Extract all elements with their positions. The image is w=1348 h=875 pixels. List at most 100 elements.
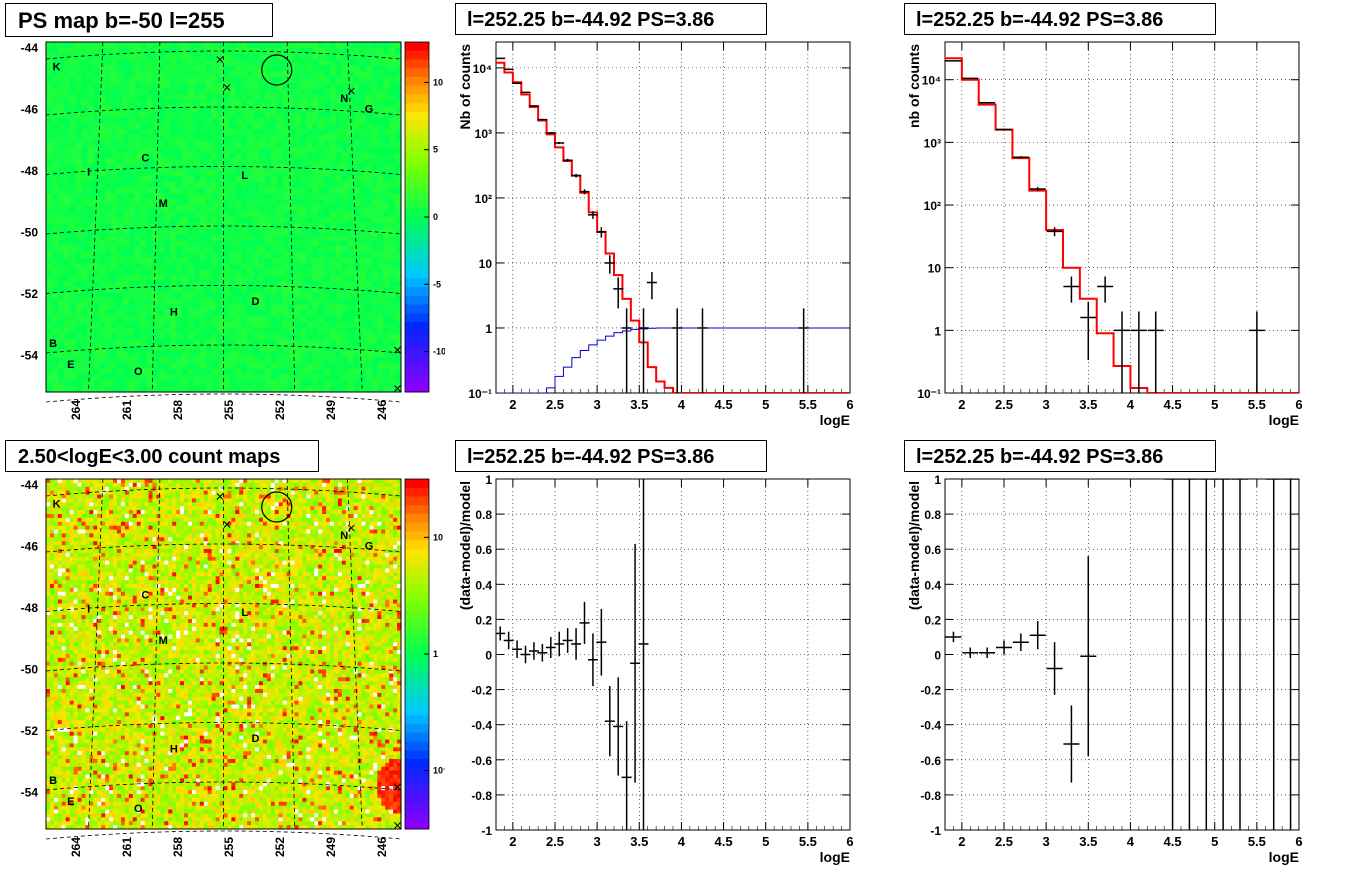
y-tick-label: 0 [934,649,941,663]
y-tick-label: 0.6 [924,543,941,557]
y-tick-label: 10⁴ [473,62,492,76]
residual-plot-left: 2 2.5 3 3.5 4 4.5 5 5.5 6 1 0.8 0.6 0.4 0.2 0 -0.2 -0.4 -… [457,473,854,865]
map-source-label-D: D [251,296,259,308]
residual-plot-right: 2 2.5 3 3.5 4 4.5 5 5.5 6 1 0.8 0.6 0.4 0.2 0 -0.2 -0.4 -… [906,473,1303,865]
map-y-tick-label: -44 [21,41,39,55]
y-tick-label: -0.6 [471,754,492,768]
y-tick-label: 10⁴ [922,74,941,88]
colorbar-tick-label: -5 [433,279,441,289]
colorbar-tick-label: -10 [433,347,445,357]
y-tick-label: 10³ [475,127,492,141]
colorbar-tick-label: 10⁻¹ [433,766,445,776]
graticule-lat [45,830,402,840]
y-tick-label: 10⁻¹ [468,387,492,401]
x-tick-label: 6 [846,397,853,412]
y-tick-label: 10³ [924,136,941,150]
x-tick-label: 5.5 [799,397,817,412]
x-tick-label: 6 [1295,834,1302,849]
y-tick-label: -0.8 [471,789,492,803]
y-tick-label: -0.4 [920,719,941,733]
map-x-tick-label: 246 [375,837,389,857]
map-cross-marker [394,783,401,791]
plot-grid [945,478,1300,831]
x-tick-label: 5 [762,834,769,849]
title-residual-right: l=252.25 b=-44.92 PS=3.86 [904,440,1216,472]
map-y-tick-label: -44 [21,478,39,492]
x-tick-label: 5 [762,397,769,412]
x-tick-label: 4 [1127,834,1135,849]
map-y-tick-label: -54 [21,786,39,800]
spectrum-plot-left: 2 2.5 3 3.5 4 4.5 5 5.5 6 10⁴ 10³ 10² 10 1 10⁻¹ logE Nb … [457,41,854,428]
map-source-label-C: C [141,590,149,602]
y-axis-title: nb of counts [906,44,922,128]
x-tick-label: 3.5 [1079,397,1097,412]
graticule-lon [151,41,161,393]
plot-area [496,479,649,830]
y-tick-label: 0.4 [924,578,941,592]
map-source-label-O: O [134,803,143,815]
plot-grid [496,42,851,394]
y-tick-label: -0.8 [920,789,941,803]
y-axis-title: (data-model)/model [906,481,922,610]
graticule-lon [347,41,363,393]
map-cross-marker [223,521,231,528]
map-y-tick-label: -50 [21,663,39,677]
map-source-label-E: E [67,796,74,808]
heatmap-cells [46,479,402,830]
x-axis-title: logE [1269,412,1299,428]
x-tick-label: 4.5 [1164,397,1182,412]
y-tick-label: 10² [475,192,492,206]
map-cross-marker [347,524,355,532]
x-tick-label: 5.5 [799,834,817,849]
x-tick-label: 6 [1295,397,1302,412]
y-tick-label: 1 [934,324,941,338]
map-y-tick-label: -50 [21,226,39,240]
map-cross-marker [394,385,401,392]
map-x-tick-label: 252 [273,837,287,857]
title-spectrum-left: l=252.25 b=-44.92 PS=3.86 [455,3,767,35]
colorbar-tick-label: 5 [433,145,438,155]
y-tick-label: 0.8 [924,508,941,522]
map-x-tick-label: 255 [222,400,236,420]
map-source-label-I: I [87,604,90,616]
map-source-label-N: N [340,93,348,105]
map-y-tick-label: -46 [21,103,39,117]
graticule-lon [286,478,296,830]
map-source-label-M: M [159,198,168,210]
map-source-label-G: G [365,541,374,553]
map-x-tick-label: 258 [171,837,185,857]
title-count-map: 2.50<logE<3.00 count maps [5,440,319,472]
x-tick-label: 6 [846,834,853,849]
y-tick-label: 10⁻¹ [917,387,941,401]
map-source-circle [261,491,293,523]
x-tick-label: 4 [1127,397,1135,412]
map-source-label-N: N [340,530,348,542]
model-histogram [496,61,850,393]
x-tick-label: 4.5 [715,397,733,412]
title-spectrum-right: l=252.25 b=-44.92 PS=3.86 [904,3,1216,35]
map-source-label-O: O [134,366,143,378]
plot-area [945,57,1299,393]
graticule-lat [45,285,402,294]
map-cross-marker [216,493,224,500]
x-tick-label: 4.5 [715,834,733,849]
colorbar-tick-label: 1 [433,649,438,659]
x-tick-label: 2 [958,397,965,412]
y-tick-label: 10² [924,199,941,213]
colorbar [405,479,429,830]
count-map-panel: -44 -46 -48 -50 -52 -54 264 261 258 255 252 249 246 K… [21,478,445,857]
graticule-lat [45,722,402,731]
map-x-tick-label: 264 [69,400,83,420]
graticule-lat [45,393,402,403]
map-cross-marker [394,346,401,354]
map-source-label-C: C [141,153,149,165]
y-tick-label: 0.2 [924,613,941,627]
map-x-tick-label: 258 [171,400,185,420]
map-source-label-K: K [53,499,61,511]
x-tick-label: 2.5 [995,834,1013,849]
x-axis-title: logE [820,849,850,865]
y-tick-label: 0.4 [475,578,492,592]
y-tick-label: 0.2 [475,613,492,627]
map-source-label-E: E [67,359,74,371]
y-tick-label: 0.6 [475,543,492,557]
